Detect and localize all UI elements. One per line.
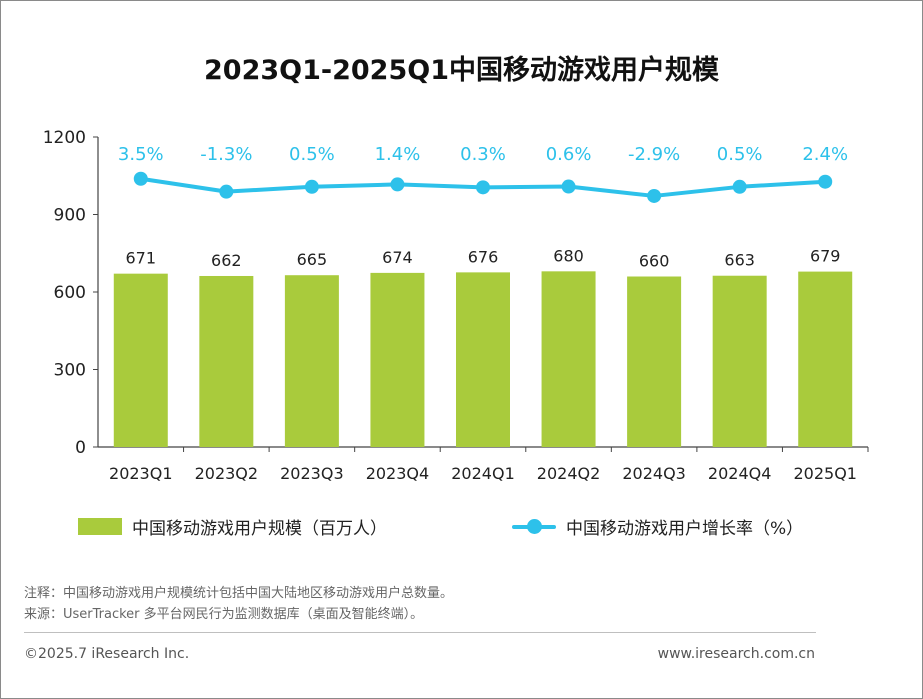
x-tick-label: 2023Q1 — [109, 464, 173, 483]
legend-line-label: 中国移动游戏用户增长率（%） — [566, 519, 804, 539]
x-tick-label: 2023Q2 — [195, 464, 259, 483]
bar — [370, 272, 425, 447]
y-tick-label: 600 — [54, 283, 86, 303]
x-tick-label: 2024Q4 — [708, 464, 772, 483]
legend-bar-swatch — [78, 518, 122, 535]
bar-value-label: 662 — [211, 251, 242, 270]
bar — [798, 271, 853, 447]
website-text: www.iresearch.com.cn — [657, 646, 815, 662]
legend-line-item: 中国移动游戏用户增长率（%） — [512, 514, 803, 539]
growth-rate-point — [219, 184, 234, 199]
bar-value-label: 665 — [297, 250, 328, 269]
y-tick-label: 1200 — [43, 128, 86, 148]
y-tick-label: 0 — [75, 438, 86, 458]
bar-value-label: 671 — [126, 249, 157, 268]
bar — [712, 275, 767, 447]
x-tick-label: 2024Q1 — [451, 464, 515, 483]
bar-value-label: 674 — [382, 248, 413, 267]
growth-rate-label: 3.5% — [118, 144, 164, 165]
growth-rate-label: 0.5% — [717, 144, 763, 165]
bar-value-label: 660 — [639, 252, 670, 271]
legend-bar-item: 中国移动游戏用户规模（百万人） — [78, 514, 387, 539]
footer-divider — [24, 632, 816, 633]
growth-rate-point — [561, 179, 576, 194]
growth-rate-point — [304, 179, 319, 194]
x-tick-label: 2023Q4 — [366, 464, 430, 483]
growth-rate-label: -1.3% — [200, 144, 252, 165]
legend-line-swatch — [512, 518, 556, 535]
bar-value-label: 680 — [553, 246, 584, 265]
bar — [456, 272, 510, 447]
growth-rate-point — [133, 171, 148, 186]
growth-rate-label: 1.4% — [375, 144, 421, 165]
footnote-note: 注释：中国移动游戏用户规模统计包括中国大陆地区移动游戏用户总数量。 — [24, 586, 454, 601]
legend-bar-label: 中国移动游戏用户规模（百万人） — [132, 519, 387, 539]
bar-value-label: 679 — [810, 247, 841, 266]
bar — [541, 271, 596, 447]
growth-rate-point — [647, 188, 662, 203]
growth-rate-point — [390, 177, 405, 192]
bar — [199, 275, 254, 447]
y-tick-label: 300 — [54, 361, 86, 381]
x-tick-label: 2023Q3 — [280, 464, 344, 483]
growth-rate-label: -2.9% — [628, 144, 680, 165]
growth-rate-point — [476, 180, 490, 195]
growth-rate-label: 0.6% — [546, 144, 592, 165]
growth-rate-point — [732, 179, 747, 194]
growth-rate-label: 0.5% — [289, 144, 335, 165]
x-tick-label: 2025Q1 — [793, 464, 857, 483]
copyright-text: ©2025.7 iResearch Inc. — [24, 646, 190, 662]
bar-value-label: 676 — [468, 247, 499, 266]
growth-rate-label: 0.3% — [460, 144, 506, 165]
x-tick-label: 2024Q2 — [537, 464, 601, 483]
x-tick-label: 2024Q3 — [622, 464, 686, 483]
chart-title: 2023Q1-2025Q1中国移动游戏用户规模 — [204, 55, 719, 86]
bar — [113, 273, 168, 447]
bar — [284, 275, 339, 447]
growth-rate-point — [818, 174, 833, 189]
footnote-source: 来源：UserTracker 多平台网民行为监测数据库（桌面及智能终端）。 — [24, 607, 424, 622]
bar-value-label: 663 — [724, 251, 755, 270]
bar — [627, 276, 682, 447]
y-tick-label: 900 — [54, 206, 86, 226]
growth-rate-label: 2.4% — [802, 144, 848, 165]
